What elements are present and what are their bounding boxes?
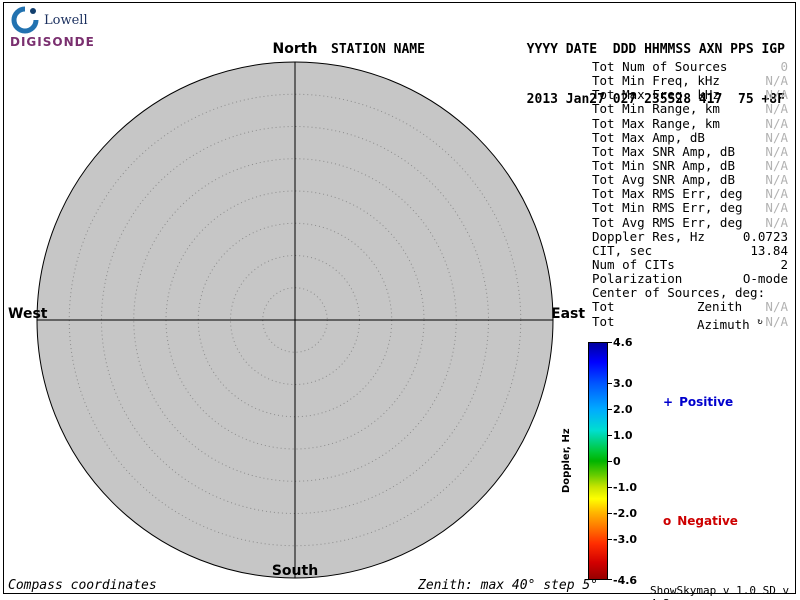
colorbar-axis-label: Doppler, Hz <box>561 428 572 494</box>
azimuth-rotation-icon: ↻ <box>757 316 763 327</box>
colorbar-tickmark <box>608 539 612 540</box>
stat-row: Tot Min SNR Amp, dB N/A <box>592 157 788 173</box>
header-columns: STATION NAME YYYY DATE DDD HHMMSS AXN PP… <box>331 42 785 57</box>
stat-row: Num of CITs 2 <box>592 256 788 272</box>
statistics-panel: Tot Num of Sources 0 Tot Min Freq, kHz N/A… <box>592 59 788 332</box>
compass-label-south: South <box>271 563 319 579</box>
stat-row: Tot Min Freq, kHz N/A <box>592 73 788 89</box>
colorbar-tickmark <box>608 487 612 488</box>
colorbar-tick-label: 4.6 <box>613 336 633 349</box>
compass-label-north: North <box>272 41 318 57</box>
colorbar-tick-label: -4.6 <box>613 574 638 587</box>
colorbar-tick-label: 3.0 <box>613 377 633 390</box>
colorbar-tickmark <box>608 383 612 384</box>
stat-row: Tot Num of Sources 0 <box>592 59 788 74</box>
stat-row: Center of Sources, deg: <box>592 285 766 301</box>
legend-negative: o Negative <box>663 514 738 528</box>
colorbar-tickmark <box>608 409 612 410</box>
negative-marker-icon: o <box>663 514 672 528</box>
colorbar-tick-label: -2.0 <box>613 507 638 520</box>
stat-row: CIT, sec 13.84 <box>592 242 788 258</box>
colorbar-tickmark <box>608 579 612 580</box>
colorbar-tickmark <box>608 513 612 514</box>
lowell-swirl-icon <box>11 6 39 34</box>
legend-positive: + Positive <box>663 395 734 409</box>
stat-row: Tot Max Range, km N/A <box>592 115 788 131</box>
stat-row: Tot Max SNR Amp, dB N/A <box>592 143 788 159</box>
zenith-scale-label: Zenith: max 40° step 5° <box>418 578 599 593</box>
stat-row: Tot Min RMS Err, deg N/A <box>592 200 788 216</box>
colorbar-tickmark <box>608 461 612 462</box>
stat-row: Polarization O-mode <box>592 271 788 287</box>
stat-row: Tot Avg SNR Amp, dB N/A <box>592 172 788 188</box>
positive-marker-icon: + <box>663 395 674 409</box>
crosshair-axes <box>37 62 553 578</box>
compass-label-west: West <box>8 306 48 322</box>
logo-lowell-text: Lowell <box>44 12 88 28</box>
stat-row: Tot Azimuth ↻ N/A <box>592 313 788 332</box>
coordinates-mode-label: Compass coordinates <box>8 578 157 593</box>
stat-row: Tot Zenith N/A <box>592 299 788 315</box>
colorbar-tick-label: 1.0 <box>613 429 633 442</box>
compass-label-east: East <box>551 306 586 322</box>
doppler-colorbar <box>588 342 608 580</box>
logo-digisonde-text: DIGISONDE <box>10 35 95 49</box>
stat-row: Tot Min Range, km N/A <box>592 101 788 117</box>
colorbar-tick-label: -1.0 <box>613 481 638 494</box>
colorbar-tick-label: 2.0 <box>613 403 633 416</box>
colorbar-tickmark <box>608 435 612 436</box>
software-version-label: ShowSkymap v 1.0 SD v 4.2 <box>650 584 790 600</box>
lowell-digisonde-logo: Lowell DIGISONDE <box>10 6 120 49</box>
colorbar-tick-label: 0 <box>613 455 621 468</box>
stat-row: Tot Max Freq, kHz N/A <box>592 87 788 103</box>
colorbar-tick-label: -3.0 <box>613 533 638 546</box>
stat-row: Tot Max Amp, dB N/A <box>592 129 788 145</box>
stat-row: Tot Max RMS Err, deg N/A <box>592 186 788 202</box>
skymap-polar-plot <box>36 61 554 579</box>
stat-row: Doppler Res, Hz 0.0723 <box>592 228 788 244</box>
colorbar-tickmark <box>608 342 612 343</box>
stat-row: Tot Avg RMS Err, deg N/A <box>592 214 788 230</box>
